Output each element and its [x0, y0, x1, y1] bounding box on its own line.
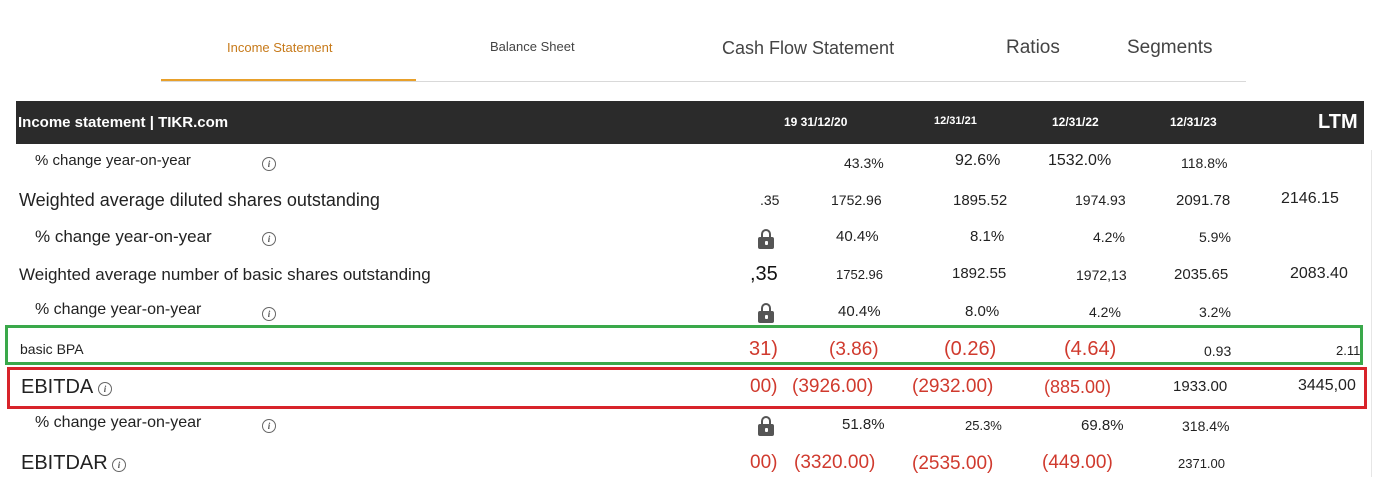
cell-value: 92.6%	[955, 152, 1001, 169]
cell-partial: 31)	[749, 338, 778, 360]
column-header-2020[interactable]: 19 31/12/20	[784, 115, 848, 129]
row-label: EBITDAR	[21, 452, 108, 474]
cell-value: 3445,00	[1298, 377, 1356, 394]
cell-partial: ,35	[750, 263, 778, 285]
cell-partial: .35	[760, 192, 780, 208]
cell-value: 318.4%	[1182, 418, 1230, 434]
cell-value: (3926.00)	[792, 376, 874, 397]
cell-value: 40.4%	[838, 303, 881, 320]
cell-value: (885.00)	[1044, 377, 1112, 397]
cell-value: 69.8%	[1081, 417, 1124, 434]
row-label: Weighted average number of basic shares …	[19, 265, 431, 284]
table-title: Income statement | TIKR.com	[18, 114, 229, 131]
tab-segments[interactable]: Segments	[1127, 37, 1213, 58]
column-header-2021[interactable]: 12/31/21	[934, 115, 977, 127]
cell-value: 43.3%	[844, 155, 884, 171]
cell-value: 3.2%	[1199, 304, 1231, 320]
row-label: % change year-on-year	[35, 301, 202, 318]
cell-value: 4.2%	[1089, 304, 1121, 320]
cell-value: 40.4%	[836, 228, 879, 245]
cell-value: 5.9%	[1199, 229, 1231, 245]
cell-value: 0.93	[1204, 343, 1232, 359]
tabs-divider	[161, 81, 1246, 82]
cell-value: (0.26)	[944, 338, 997, 360]
cell-value: 2.11	[1336, 343, 1361, 358]
cell-value: 1892.55	[952, 265, 1007, 282]
cell-value: 2091.78	[1176, 192, 1231, 209]
table-header: Income statement | TIKR.com 19 31/12/20 …	[16, 101, 1364, 144]
row-label: % change year-on-year	[35, 152, 191, 169]
lock-icon[interactable]	[758, 303, 774, 323]
active-tab-indicator	[161, 79, 416, 82]
cell-value: 1532.0%	[1048, 152, 1112, 169]
cell-value: 1933.00	[1173, 378, 1228, 395]
statement-tabs: Income Statement Balance Sheet Cash Flow…	[0, 0, 1378, 84]
cell-value: 2035.65	[1174, 266, 1229, 283]
cell-value: 1752.96	[831, 192, 882, 208]
cell-value: (2932.00)	[912, 376, 994, 397]
cell-value: 2083.40	[1290, 265, 1348, 282]
info-icon[interactable]: i	[262, 419, 276, 433]
cell-value: (449.00)	[1042, 452, 1113, 473]
scrollbar-track[interactable]	[1371, 150, 1372, 477]
cell-value: 2146.15	[1281, 190, 1339, 207]
cell-value: 4.2%	[1093, 229, 1125, 245]
cell-value: 118.8%	[1181, 155, 1228, 171]
info-icon[interactable]: i	[112, 458, 126, 472]
column-header-2022[interactable]: 12/31/22	[1052, 115, 1099, 129]
cell-value: 1974.93	[1075, 192, 1126, 208]
cell-value: 8.0%	[965, 303, 1000, 320]
column-header-ltm[interactable]: LTM	[1318, 111, 1358, 133]
row-label: % change year-on-year	[35, 414, 202, 431]
lock-icon[interactable]	[758, 416, 774, 436]
cell-partial: 00)	[750, 452, 778, 473]
tab-cash-flow-statement[interactable]: Cash Flow Statement	[722, 38, 895, 58]
row-label: Weighted average diluted shares outstand…	[19, 190, 380, 210]
cell-partial: 00)	[750, 376, 778, 397]
tab-income-statement[interactable]: Income Statement	[227, 40, 333, 55]
row-label: % change year-on-year	[35, 227, 212, 246]
highlight-box-green	[5, 325, 1363, 365]
lock-icon[interactable]	[758, 229, 774, 249]
info-icon[interactable]: i	[262, 157, 276, 171]
highlight-box-red	[7, 367, 1367, 409]
cell-value: (4.64)	[1064, 338, 1117, 360]
tab-balance-sheet[interactable]: Balance Sheet	[490, 39, 575, 54]
info-icon[interactable]: i	[98, 382, 112, 396]
cell-value: 51.8%	[842, 416, 885, 433]
cell-value: (3.86)	[829, 339, 879, 360]
cell-value: 2371.00	[1178, 456, 1225, 471]
row-label: basic BPA	[20, 341, 84, 357]
tab-ratios[interactable]: Ratios	[1006, 37, 1060, 58]
info-icon[interactable]: i	[262, 232, 276, 246]
column-header-2023[interactable]: 12/31/23	[1170, 115, 1217, 129]
cell-value: 1752.96	[836, 267, 883, 282]
cell-value: 8.1%	[970, 228, 1005, 245]
cell-value: 25.3%	[965, 418, 1002, 433]
info-icon[interactable]: i	[262, 307, 276, 321]
cell-value: 1972,13	[1076, 267, 1127, 283]
row-label: EBITDA	[21, 376, 94, 398]
cell-value: (2535.00)	[912, 453, 994, 474]
cell-value: 1895.52	[953, 192, 1008, 209]
cell-value: (3320.00)	[794, 452, 876, 473]
